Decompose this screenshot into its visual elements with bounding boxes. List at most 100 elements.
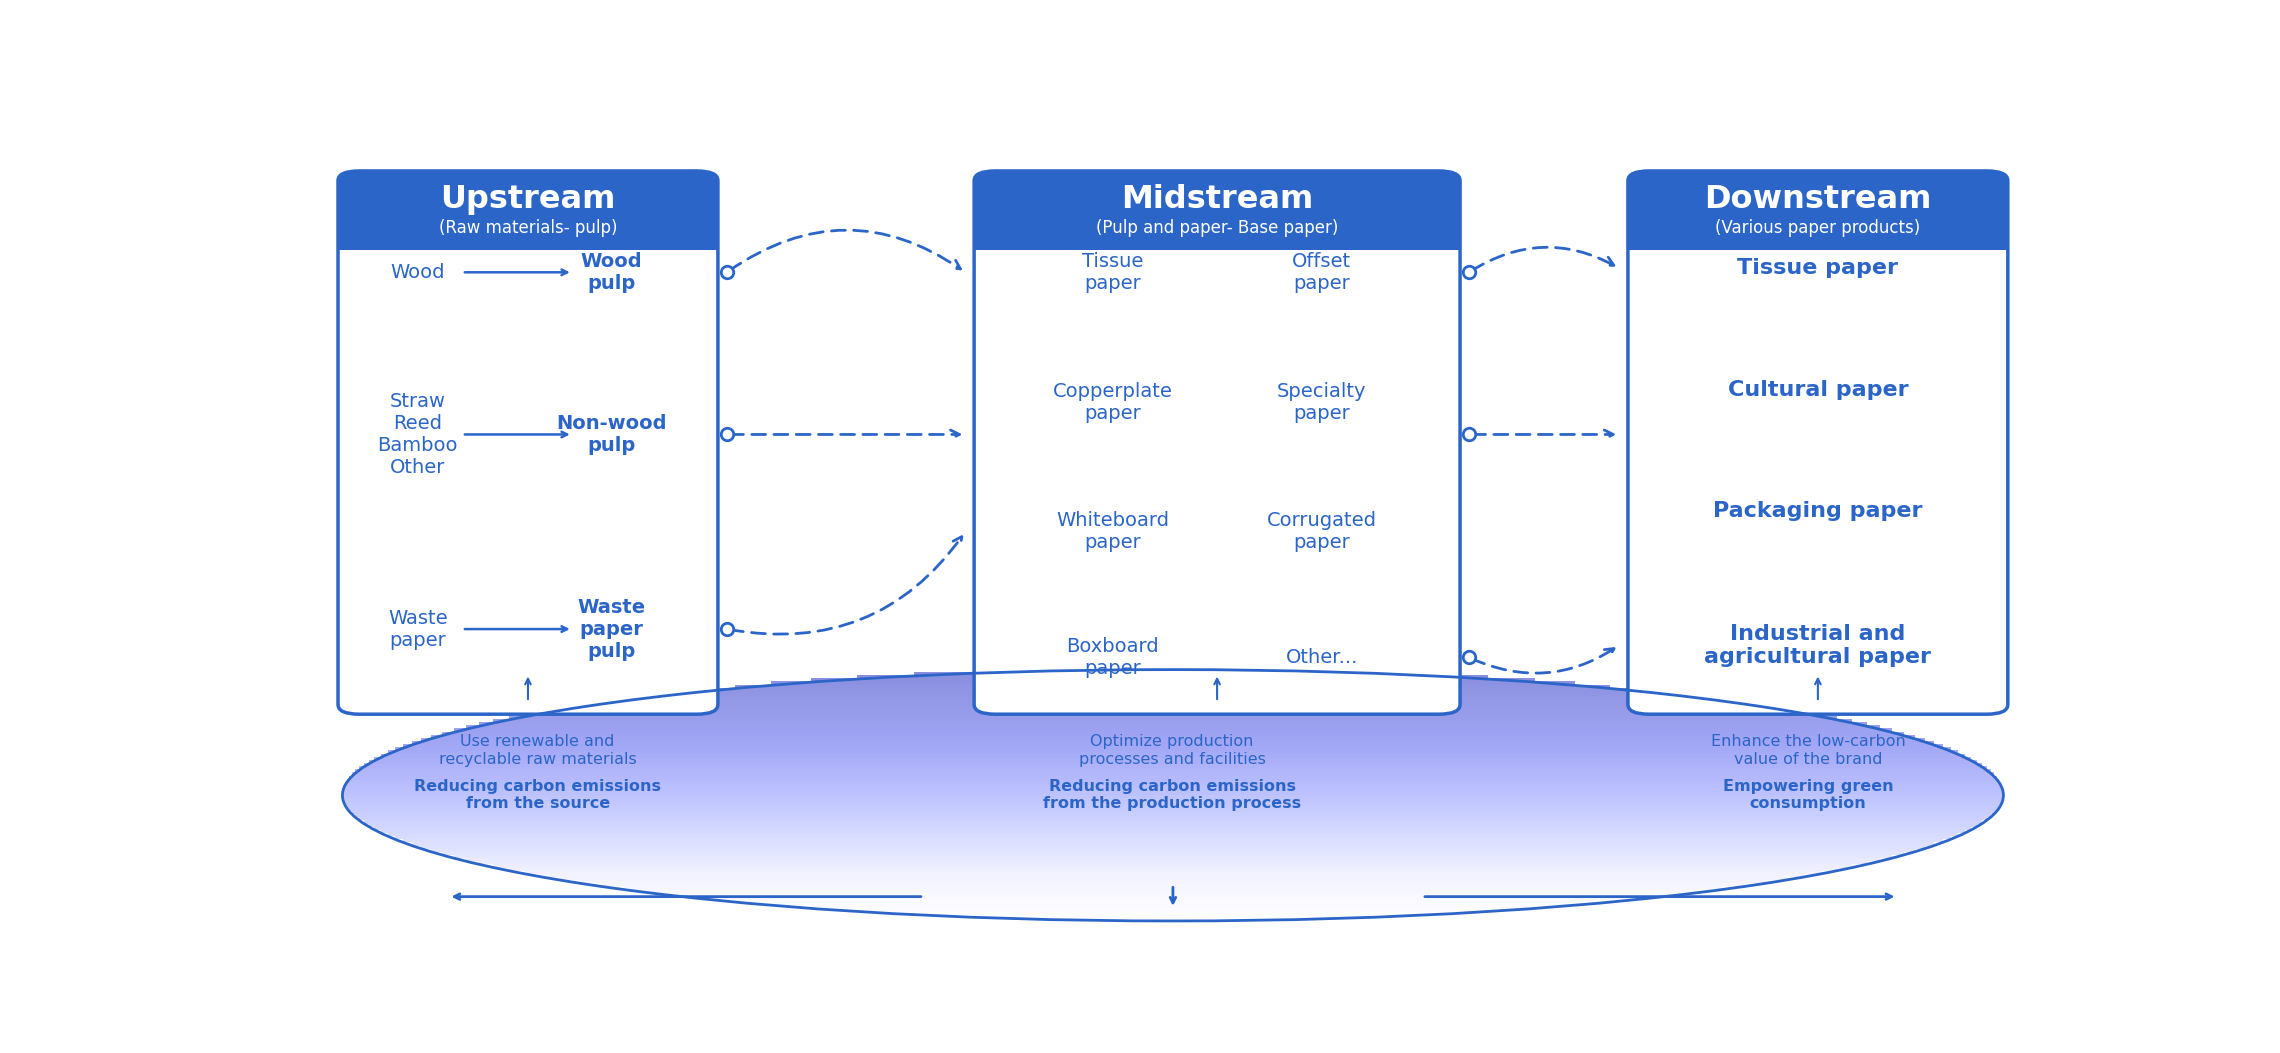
Text: Use renewable and
recyclable raw materials: Use renewable and recyclable raw materia… (438, 735, 636, 767)
Text: Waste
paper: Waste paper (388, 609, 447, 650)
Text: Specialty
paper: Specialty paper (1277, 381, 1366, 422)
Text: Reducing carbon emissions
from the production process: Reducing carbon emissions from the produ… (1042, 779, 1302, 812)
Bar (349, 807, 1997, 811)
Bar (914, 911, 1432, 915)
Text: Optimize production
processes and facilities: Optimize production processes and facili… (1078, 735, 1265, 767)
Bar (524, 713, 1822, 717)
Bar (465, 857, 1879, 861)
Bar (602, 700, 1744, 704)
Bar (422, 738, 1924, 742)
Bar (465, 726, 1879, 730)
Text: Cultural paper: Cultural paper (1728, 380, 1908, 400)
Text: Boxboard
paper: Boxboard paper (1067, 637, 1158, 678)
Text: Waste
paper
pulp: Waste paper pulp (577, 597, 645, 660)
Bar (648, 694, 1699, 698)
Text: Midstream: Midstream (1122, 184, 1313, 215)
Bar (771, 901, 1575, 906)
FancyBboxPatch shape (337, 171, 718, 250)
Bar (454, 854, 1892, 858)
Bar (374, 826, 1972, 830)
Text: Tissue paper: Tissue paper (1737, 258, 1899, 278)
Text: (Various paper products): (Various paper products) (1715, 219, 1920, 237)
Text: Corrugated
paper: Corrugated paper (1268, 512, 1377, 552)
Text: Tissue
paper: Tissue paper (1083, 252, 1142, 293)
Bar (422, 845, 1924, 849)
Bar (479, 860, 1867, 865)
Bar (431, 735, 1915, 739)
Bar (347, 779, 2000, 782)
Bar (360, 767, 1986, 770)
Text: Reducing carbon emissions
from the source: Reducing carbon emissions from the sourc… (415, 779, 661, 812)
FancyBboxPatch shape (337, 171, 718, 714)
Bar (1628, 211, 2009, 250)
Text: Upstream: Upstream (440, 184, 616, 215)
Bar (625, 886, 1721, 890)
Bar (812, 678, 1534, 682)
FancyBboxPatch shape (1628, 171, 2009, 250)
Bar (342, 789, 2004, 792)
Bar (442, 732, 1904, 736)
Bar (369, 822, 1977, 827)
Text: Industrial and
agricultural paper: Industrial and agricultural paper (1705, 623, 1931, 667)
Bar (524, 870, 1822, 874)
Bar (857, 675, 1489, 679)
Bar (394, 835, 1952, 839)
Text: Copperplate
paper: Copperplate paper (1053, 381, 1172, 422)
Text: Other...: Other... (1286, 648, 1359, 667)
Text: Empowering green
consumption: Empowering green consumption (1724, 779, 1892, 812)
FancyBboxPatch shape (974, 171, 1459, 250)
Bar (736, 684, 1610, 689)
Text: Whiteboard
paper: Whiteboard paper (1056, 512, 1170, 552)
Bar (602, 882, 1744, 887)
Bar (543, 873, 1803, 877)
Bar (454, 729, 1892, 733)
Bar (914, 672, 1432, 676)
Bar (543, 710, 1803, 714)
Bar (381, 829, 1965, 833)
Bar (857, 908, 1489, 912)
Bar (987, 914, 1357, 918)
Bar (431, 848, 1915, 852)
Bar (388, 832, 1959, 836)
Bar (356, 770, 1990, 773)
Text: Enhance the low-carbon
value of the brand: Enhance the low-carbon value of the bran… (1710, 735, 1906, 767)
Bar (344, 786, 2002, 789)
Bar (625, 697, 1721, 701)
FancyBboxPatch shape (974, 171, 1459, 714)
Bar (812, 905, 1534, 909)
Text: Wood: Wood (390, 263, 445, 282)
Bar (374, 757, 1972, 760)
Bar (365, 763, 1981, 767)
Bar (349, 776, 1997, 779)
Bar (771, 681, 1575, 686)
Bar (381, 754, 1965, 757)
Text: (Raw materials- pulp): (Raw materials- pulp) (438, 219, 618, 237)
Bar (342, 794, 2004, 798)
Bar (413, 741, 1933, 746)
Bar (492, 863, 1851, 868)
Bar (675, 892, 1671, 896)
Bar (369, 760, 1977, 763)
Bar (356, 813, 1990, 817)
Bar (365, 819, 1981, 823)
Bar (347, 803, 2000, 808)
Bar (479, 722, 1867, 727)
Bar (442, 851, 1904, 855)
Bar (508, 867, 1838, 871)
Bar (404, 838, 1943, 842)
Bar (579, 703, 1767, 708)
Text: (Pulp and paper- Base paper): (Pulp and paper- Base paper) (1097, 219, 1338, 237)
Bar (987, 669, 1357, 673)
Bar (344, 782, 2002, 786)
Bar (508, 716, 1838, 720)
Text: Wood
pulp: Wood pulp (581, 252, 643, 293)
Bar (360, 816, 1986, 820)
Bar (736, 898, 1610, 902)
Bar (561, 707, 1785, 711)
Bar (675, 691, 1671, 695)
Bar (351, 773, 1995, 776)
Bar (388, 751, 1959, 754)
Bar (648, 889, 1699, 893)
Bar (974, 211, 1459, 250)
Text: Offset
paper: Offset paper (1293, 252, 1352, 293)
